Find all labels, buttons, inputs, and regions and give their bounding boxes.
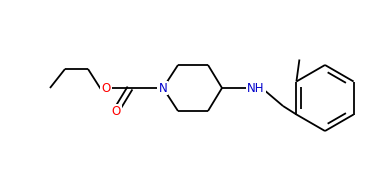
Text: NH: NH bbox=[247, 82, 265, 94]
Text: O: O bbox=[111, 105, 121, 118]
Text: N: N bbox=[159, 82, 167, 94]
Text: O: O bbox=[101, 82, 111, 94]
